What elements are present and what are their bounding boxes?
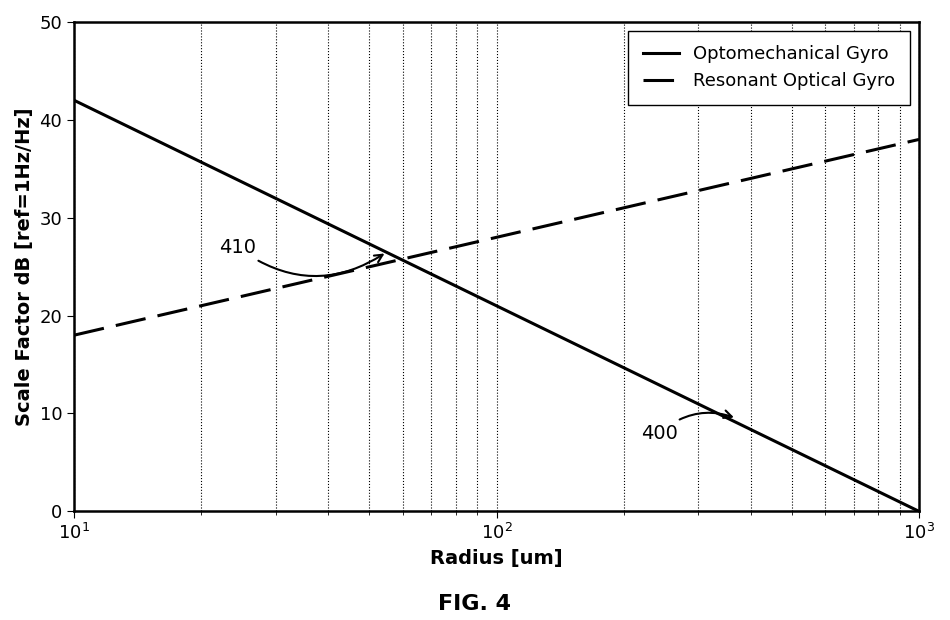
Resonant Optical Gyro <box>761 171 772 179</box>
Resonant Optical Gyro <box>913 136 924 143</box>
Legend: Optomechanical Gyro, Resonant Optical Gyro: Optomechanical Gyro, Resonant Optical Gy… <box>628 31 910 105</box>
Optomechanical Gyro <box>761 433 772 441</box>
Resonant Optical Gyro <box>525 226 537 233</box>
Optomechanical Gyro <box>68 97 80 104</box>
Optomechanical Gyro <box>469 292 481 299</box>
Text: FIG. 4: FIG. 4 <box>439 594 511 614</box>
Line: Resonant Optical Gyro: Resonant Optical Gyro <box>74 140 919 335</box>
Optomechanical Gyro <box>525 319 537 326</box>
Resonant Optical Gyro <box>571 215 582 223</box>
X-axis label: Radius [um]: Radius [um] <box>430 549 562 568</box>
Optomechanical Gyro <box>475 294 486 302</box>
Optomechanical Gyro <box>893 498 904 505</box>
Y-axis label: Scale Factor dB [ref=1Hz/Hz]: Scale Factor dB [ref=1Hz/Hz] <box>15 107 34 426</box>
Line: Optomechanical Gyro: Optomechanical Gyro <box>74 100 919 511</box>
Text: 410: 410 <box>218 237 383 276</box>
Optomechanical Gyro <box>913 508 924 515</box>
Resonant Optical Gyro <box>893 140 904 148</box>
Resonant Optical Gyro <box>68 332 80 339</box>
Resonant Optical Gyro <box>475 237 486 245</box>
Optomechanical Gyro <box>571 341 582 348</box>
Resonant Optical Gyro <box>469 239 481 246</box>
Text: 400: 400 <box>641 410 732 443</box>
